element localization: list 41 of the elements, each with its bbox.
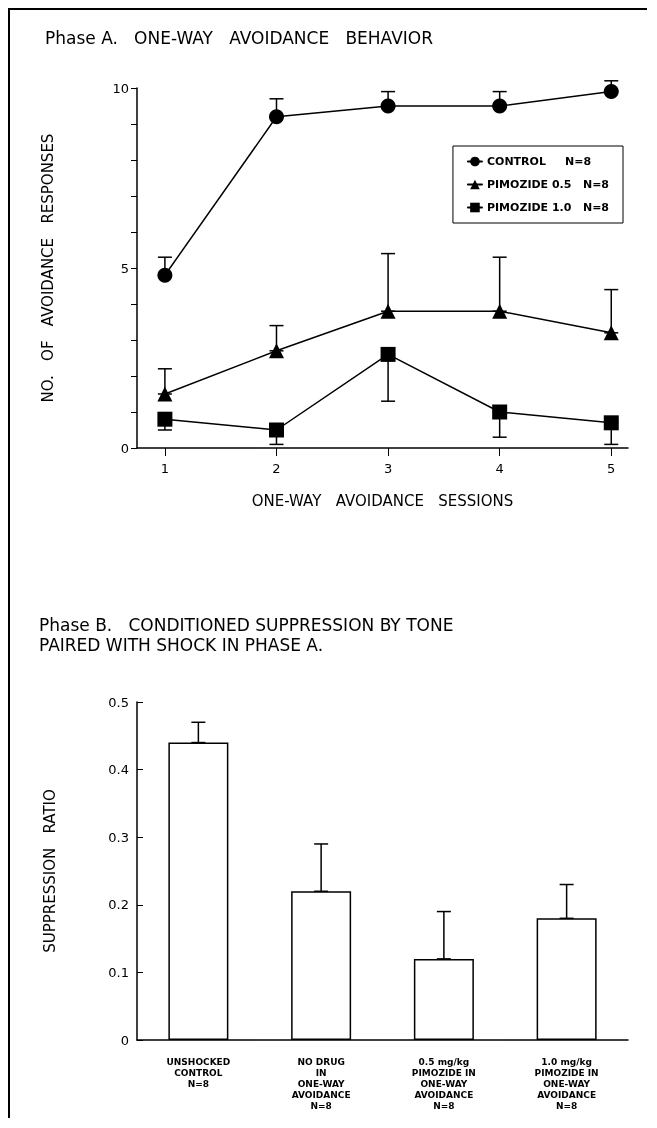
chart-title: Phase B. CONDITIONED SUPPRESSION BY TONE PAIRED WITH SHOCK IN PHASE A.	[39, 615, 454, 655]
point	[492, 98, 508, 114]
point	[492, 404, 508, 420]
x-tick-label: 4	[495, 461, 504, 476]
point	[157, 386, 173, 402]
x-axis-title: ONE-WAY AVOIDANCE SESSIONS	[251, 491, 514, 510]
point	[380, 303, 396, 319]
x-tick-label: 5	[607, 461, 616, 476]
x-tick-label: 3	[383, 461, 393, 476]
x-tick-label: 1	[160, 461, 170, 476]
point	[157, 411, 173, 427]
x-tick-label: 2	[272, 461, 281, 476]
y-tick-label: 0.1	[108, 964, 129, 980]
point	[492, 303, 508, 319]
y-axis-title: NO. OF AVOIDANCE RESPONSES	[38, 133, 57, 403]
y-tick-label: 10	[112, 80, 129, 96]
point	[269, 109, 284, 125]
chart-title: Phase A. ONE-WAY AVOIDANCE BEHAVIOR	[45, 27, 434, 48]
legend-label: PIMOZIDE 0.5 N=8	[486, 178, 610, 191]
x-tick-label: NO DRUG IN ONE-WAY AVOIDANCE N=8	[291, 1056, 351, 1111]
y-tick-label: 0	[120, 1032, 129, 1048]
point	[603, 325, 619, 341]
point	[268, 422, 284, 438]
point	[603, 415, 619, 431]
point	[380, 346, 396, 362]
point	[157, 267, 173, 283]
x-tick-label: UNSHOCKED CONTROL N=8	[166, 1056, 231, 1089]
y-tick-label: 0	[120, 440, 129, 456]
point	[380, 98, 396, 114]
point	[268, 343, 284, 359]
y-axis-title: SUPPRESSION RATIO	[40, 789, 59, 953]
y-tick-label: 0.4	[108, 762, 129, 778]
y-tick-label: 0.5	[108, 694, 129, 710]
y-tick-label: 5	[120, 260, 129, 276]
point	[603, 84, 619, 100]
y-tick-label: 0.2	[108, 897, 129, 913]
y-tick-label: 0.3	[108, 829, 129, 845]
x-tick-label: 0.5 mg/kg PIMOZIDE IN ONE-WAY AVOIDANCE N=8	[411, 1056, 476, 1111]
legend-label: CONTROL N=8	[486, 155, 592, 168]
legend-label: PIMOZIDE 1.0 N=8	[486, 201, 610, 214]
x-tick-label: 1.0 mg/kg PIMOZIDE IN ONE-WAY AVOIDANCE N=8	[534, 1056, 599, 1111]
